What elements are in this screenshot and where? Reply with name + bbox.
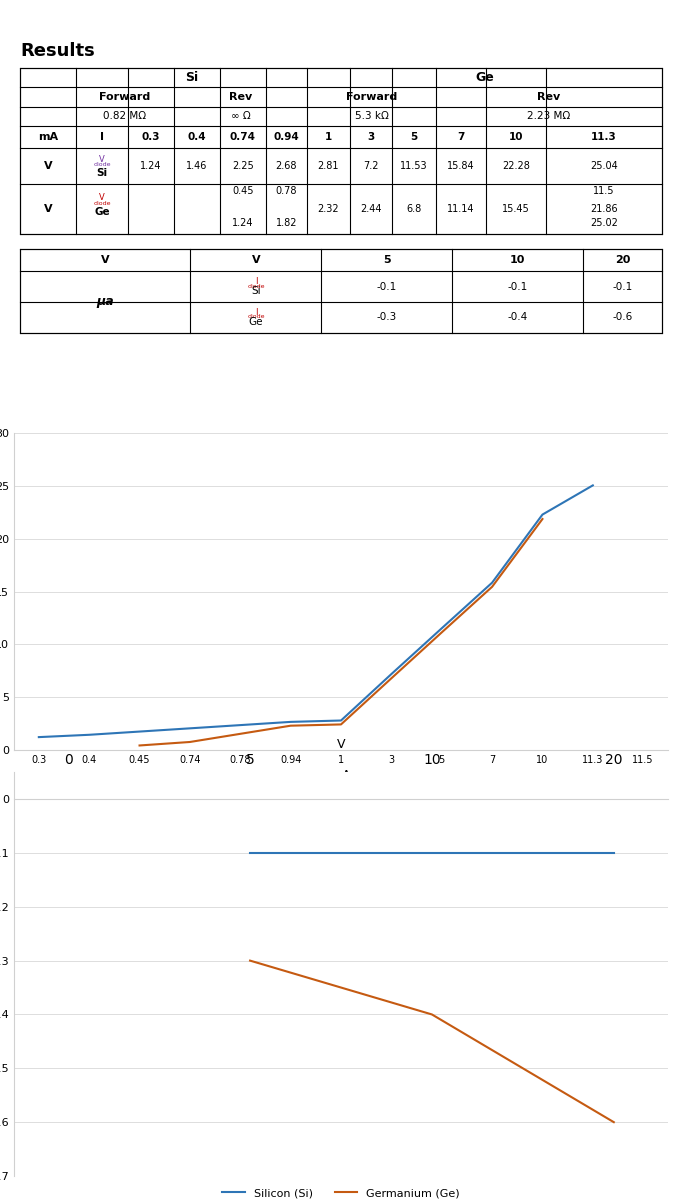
Text: Forward: Forward [346, 92, 397, 102]
Text: diode: diode [247, 314, 265, 319]
FancyBboxPatch shape [20, 68, 662, 234]
Text: Si: Si [251, 287, 261, 296]
Text: 2.25: 2.25 [232, 161, 254, 170]
Text: 2.32: 2.32 [317, 204, 339, 214]
X-axis label: mA: mA [331, 769, 351, 782]
Text: Ge: Ge [249, 317, 263, 328]
Text: 11.53: 11.53 [400, 161, 428, 170]
Text: 6.8: 6.8 [406, 204, 421, 214]
Text: 1.46: 1.46 [186, 161, 207, 170]
Text: 11.5: 11.5 [593, 186, 614, 197]
Text: 7.2: 7.2 [363, 161, 379, 170]
Legend: Silicon (Si), Germanium (Ge): Silicon (Si), Germanium (Ge) [218, 1184, 464, 1200]
Text: Rev: Rev [537, 92, 561, 102]
X-axis label: V: V [337, 738, 345, 751]
Text: I: I [254, 308, 257, 317]
Text: 1: 1 [325, 132, 332, 142]
Text: 0.82 MΩ: 0.82 MΩ [104, 112, 147, 121]
Text: 0.45: 0.45 [232, 186, 254, 197]
Text: diode: diode [93, 200, 110, 205]
Text: Forward: Forward [100, 92, 151, 102]
Text: V: V [101, 254, 110, 265]
Text: V: V [99, 193, 105, 203]
Text: -0.1: -0.1 [376, 282, 397, 292]
FancyBboxPatch shape [20, 248, 662, 332]
Text: 21.86: 21.86 [590, 204, 618, 214]
Text: 10: 10 [509, 132, 523, 142]
Text: Ge: Ge [475, 71, 494, 84]
Text: V: V [252, 254, 261, 265]
Text: 0.94: 0.94 [273, 132, 299, 142]
Text: 5.3 kΩ: 5.3 kΩ [355, 112, 388, 121]
Text: 11.3: 11.3 [591, 132, 617, 142]
Text: diode: diode [247, 283, 265, 289]
Text: 0.3: 0.3 [142, 132, 160, 142]
Text: 25.02: 25.02 [590, 218, 618, 228]
Text: 1.24: 1.24 [140, 161, 162, 170]
Text: 2.68: 2.68 [276, 161, 297, 170]
Text: 2.44: 2.44 [360, 204, 381, 214]
Text: I: I [100, 132, 104, 142]
Text: 3: 3 [367, 132, 374, 142]
Text: μa: μa [96, 295, 114, 308]
Text: diode: diode [93, 162, 110, 167]
Text: ∞ Ω: ∞ Ω [231, 112, 250, 121]
Legend: Silicon (Si), Germanium (Ge): Silicon (Si), Germanium (Ge) [218, 805, 464, 824]
Text: 0.78: 0.78 [276, 186, 297, 197]
Text: V: V [44, 204, 53, 214]
Text: -0.4: -0.4 [507, 312, 528, 323]
Text: 1.82: 1.82 [276, 218, 297, 228]
Text: I: I [254, 277, 257, 287]
Text: V: V [99, 156, 105, 164]
Text: 0.4: 0.4 [188, 132, 206, 142]
Text: V: V [44, 161, 53, 170]
Text: Results: Results [20, 42, 95, 60]
Text: 2.23 MΩ: 2.23 MΩ [527, 112, 571, 121]
Text: mA: mA [38, 132, 58, 142]
Text: -0.6: -0.6 [612, 312, 633, 323]
Text: 0.74: 0.74 [230, 132, 256, 142]
Text: Si: Si [96, 168, 108, 178]
Text: 2.81: 2.81 [318, 161, 339, 170]
Text: Si: Si [185, 71, 198, 84]
Text: 10: 10 [510, 254, 525, 265]
Text: 20: 20 [615, 254, 630, 265]
Text: Ge: Ge [94, 208, 110, 217]
Text: 5: 5 [411, 132, 417, 142]
Text: 7: 7 [458, 132, 465, 142]
Text: 22.28: 22.28 [502, 161, 530, 170]
Text: 15.45: 15.45 [502, 204, 530, 214]
Text: 5: 5 [383, 254, 391, 265]
Text: -0.1: -0.1 [612, 282, 633, 292]
Text: -0.1: -0.1 [507, 282, 528, 292]
Text: 25.04: 25.04 [590, 161, 618, 170]
Text: Rev: Rev [229, 92, 252, 102]
Text: -0.3: -0.3 [376, 312, 397, 323]
Text: 15.84: 15.84 [447, 161, 475, 170]
Text: 1.24: 1.24 [232, 218, 254, 228]
Text: 11.14: 11.14 [447, 204, 475, 214]
